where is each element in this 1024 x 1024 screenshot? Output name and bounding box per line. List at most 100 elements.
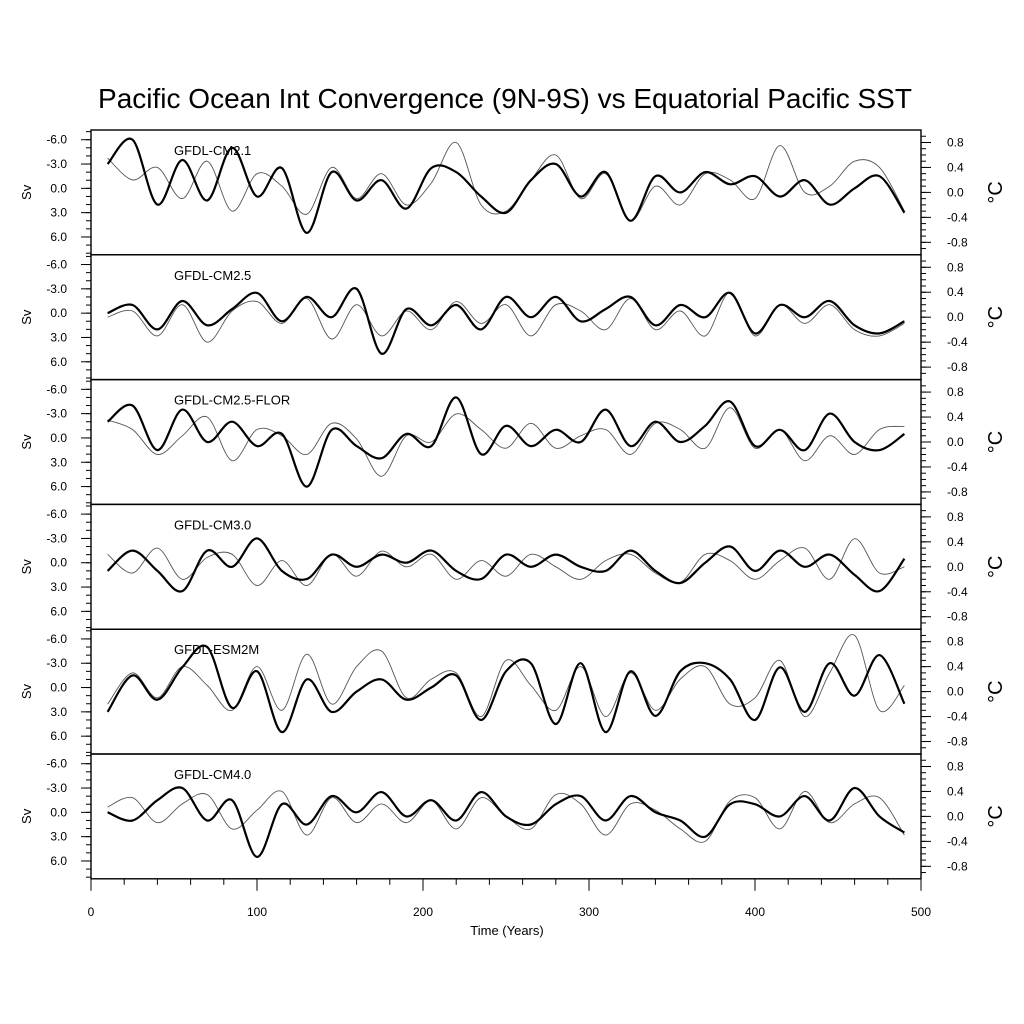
- right-tick-label: 0.8: [947, 385, 964, 399]
- left-tick-label: 6.0: [50, 604, 67, 618]
- left-tick-label: 3.0: [50, 580, 67, 594]
- left-tick-label: 6.0: [50, 355, 67, 369]
- panel: -6.0 -3.0 0.0 3.0 6.0 0.8 0.4 0.0 -0.4 -0.8 Sv °C GF…: [19, 503, 1007, 630]
- left-tick-label: -3.0: [46, 656, 67, 670]
- right-tick-label: -0.4: [947, 210, 968, 224]
- sst-series-line: [107, 291, 905, 343]
- left-axis-label: Sv: [19, 808, 34, 824]
- right-axis-label: °C: [985, 805, 1007, 827]
- left-tick-label: 3.0: [50, 830, 67, 844]
- x-tick-label: 300: [579, 905, 599, 919]
- panel-label: GFDL-CM2.5: [174, 268, 251, 283]
- right-tick-label: -0.4: [947, 710, 968, 724]
- right-tick-label: 0.8: [947, 510, 964, 524]
- left-tick-label: -3.0: [46, 157, 67, 171]
- right-tick-label: -0.8: [947, 610, 968, 624]
- panel-label: GFDL-CM3.0: [174, 517, 251, 532]
- right-tick-label: 0.4: [947, 160, 964, 174]
- left-tick-label: 0.0: [50, 681, 67, 695]
- left-tick-label: 0.0: [50, 556, 67, 570]
- left-tick-label: 0.0: [50, 181, 67, 195]
- right-tick-label: -0.8: [947, 360, 968, 374]
- panel: -6.0 -3.0 0.0 3.0 6.0 0.8 0.4 0.0 -0.4 -0.8 Sv °C GF…: [19, 628, 1007, 755]
- x-tick-label: 0: [88, 905, 95, 919]
- right-tick-label: 0.8: [947, 635, 964, 649]
- left-tick-label: 0.0: [50, 805, 67, 819]
- convergence-series-line: [106, 537, 906, 593]
- panel-label: GFDL-ESM2M: [174, 642, 259, 657]
- right-tick-label: 0.0: [947, 185, 964, 199]
- right-tick-label: 0.4: [947, 784, 964, 798]
- x-tick-label: 200: [413, 905, 433, 919]
- left-tick-label: 6.0: [50, 480, 67, 494]
- right-tick-label: 0.0: [947, 435, 964, 449]
- right-tick-label: 0.4: [947, 660, 964, 674]
- right-axis-label: °C: [985, 181, 1007, 203]
- right-tick-label: 0.0: [947, 310, 964, 324]
- left-tick-label: 0.0: [50, 431, 67, 445]
- chart-title: Pacific Ocean Int Convergence (9N-9S) vs…: [98, 83, 912, 114]
- left-tick-label: 6.0: [50, 230, 67, 244]
- left-tick-label: -3.0: [46, 781, 67, 795]
- right-tick-label: 0.4: [947, 535, 964, 549]
- left-tick-label: -6.0: [46, 632, 67, 646]
- sst-series-line: [107, 407, 905, 477]
- x-axis-label: Time (Years): [470, 923, 543, 938]
- left-tick-label: -6.0: [46, 258, 67, 272]
- panels-group: -6.0 -3.0 0.0 3.0 6.0 0.8 0.4 0.0 -0.4 -0.8 Sv °C GF…: [19, 129, 1007, 880]
- right-tick-label: 0.0: [947, 809, 964, 823]
- right-tick-label: -0.8: [947, 859, 968, 873]
- convergence-series-line: [106, 137, 906, 234]
- left-axis-label: Sv: [19, 184, 34, 200]
- convergence-series-line: [106, 396, 906, 488]
- right-axis-label: °C: [985, 556, 1007, 578]
- left-tick-label: 3.0: [50, 705, 67, 719]
- right-tick-label: 0.0: [947, 685, 964, 699]
- left-tick-label: -6.0: [46, 133, 67, 147]
- convergence-series-line: [107, 786, 906, 858]
- right-tick-label: 0.4: [947, 410, 964, 424]
- left-tick-label: -3.0: [46, 531, 67, 545]
- left-axis-label: Sv: [19, 559, 34, 575]
- left-tick-label: 6.0: [50, 729, 67, 743]
- left-tick-label: 3.0: [50, 206, 67, 220]
- left-tick-label: 6.0: [50, 854, 67, 868]
- right-tick-label: 0.8: [947, 135, 964, 149]
- left-tick-label: -6.0: [46, 507, 67, 521]
- right-tick-label: -0.4: [947, 585, 968, 599]
- sst-series-line: [107, 538, 905, 586]
- right-tick-label: 0.8: [947, 759, 964, 773]
- panel-label: GFDL-CM2.5-FLOR: [174, 393, 290, 408]
- panel: -6.0 -3.0 0.0 3.0 6.0 0.8 0.4 0.0 -0.4 -0.8 Sv °C GF…: [19, 378, 1007, 506]
- left-tick-label: -6.0: [46, 382, 67, 396]
- left-tick-label: -6.0: [46, 757, 67, 771]
- x-tick-label: 500: [911, 905, 931, 919]
- convergence-series-line: [106, 644, 906, 734]
- right-tick-label: -0.8: [947, 235, 968, 249]
- left-tick-label: -3.0: [46, 407, 67, 421]
- left-axis-label: Sv: [19, 309, 34, 325]
- left-tick-label: -3.0: [46, 282, 67, 296]
- left-tick-label: 3.0: [50, 455, 67, 469]
- right-axis-label: °C: [985, 431, 1007, 453]
- right-tick-label: 0.0: [947, 560, 964, 574]
- right-tick-label: 0.4: [947, 285, 964, 299]
- panel-label: GFDL-CM4.0: [174, 767, 251, 782]
- panel: -6.0 -3.0 0.0 3.0 6.0 0.8 0.4 0.0 -0.4 -0.8 Sv °C GF…: [19, 254, 1007, 381]
- right-tick-label: 0.8: [947, 260, 964, 274]
- left-tick-label: 0.0: [50, 306, 67, 320]
- left-axis-label: Sv: [19, 684, 34, 700]
- x-tick-label: 400: [745, 905, 765, 919]
- right-tick-label: -0.4: [947, 460, 968, 474]
- right-axis-label: °C: [985, 306, 1007, 328]
- left-axis-label: Sv: [19, 434, 34, 450]
- left-tick-label: 3.0: [50, 330, 67, 344]
- panel: -6.0 -3.0 0.0 3.0 6.0 0.8 0.4 0.0 -0.4 -0.8 Sv °C GF…: [19, 753, 1007, 880]
- right-tick-label: -0.8: [947, 735, 968, 749]
- sst-series-line: [107, 142, 905, 221]
- x-axis: 0 100 200 300 400 500: [88, 878, 931, 919]
- right-tick-label: -0.8: [947, 485, 968, 499]
- right-axis-label: °C: [985, 680, 1007, 702]
- right-tick-label: -0.4: [947, 335, 968, 349]
